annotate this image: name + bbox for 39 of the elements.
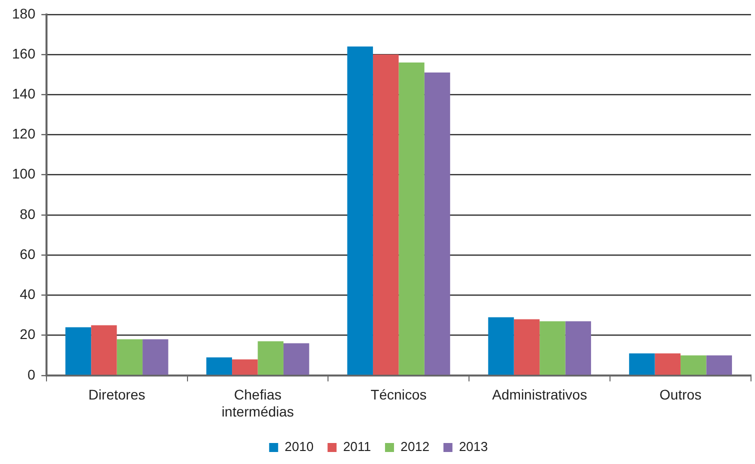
legend-label: 2013 [458, 439, 488, 454]
bar [398, 62, 424, 375]
x-tick-label: Administrativos [492, 386, 588, 403]
y-tick-label: 40 [20, 286, 36, 302]
y-tick-label: 120 [12, 126, 36, 142]
y-tick-label: 100 [12, 166, 36, 182]
bar [206, 357, 232, 375]
bar [142, 339, 168, 375]
bar [116, 339, 143, 375]
x-tick-label: Técnicos [370, 386, 427, 403]
legend-label: 2011 [343, 439, 372, 454]
bar [91, 325, 117, 375]
bar [372, 54, 399, 375]
bar [680, 355, 706, 375]
y-tick-label: 180 [12, 5, 36, 22]
x-tick-label: Diretores [88, 386, 146, 403]
bar [232, 359, 258, 375]
bar [540, 321, 566, 375]
bar [565, 321, 592, 375]
y-tick-label: 0 [28, 366, 36, 382]
y-tick-label: 80 [20, 206, 36, 222]
y-tick-label: 60 [20, 246, 36, 262]
legend-label: 2010 [284, 439, 314, 454]
bar [283, 343, 310, 375]
x-tick-label: Outros [660, 386, 702, 403]
bar [65, 327, 92, 375]
y-tick-label: 140 [12, 85, 36, 102]
bar [514, 319, 540, 375]
bar [424, 72, 450, 375]
bar [706, 355, 732, 375]
bar [629, 353, 655, 375]
x-tick-label: Chefias intermédias [222, 386, 294, 420]
bar [347, 46, 373, 375]
y-tick-label: 160 [12, 45, 36, 62]
bar [488, 317, 514, 375]
bar [654, 353, 681, 375]
y-tick-label: 20 [20, 326, 36, 342]
bar [258, 341, 284, 375]
legend-label: 2012 [400, 439, 430, 454]
